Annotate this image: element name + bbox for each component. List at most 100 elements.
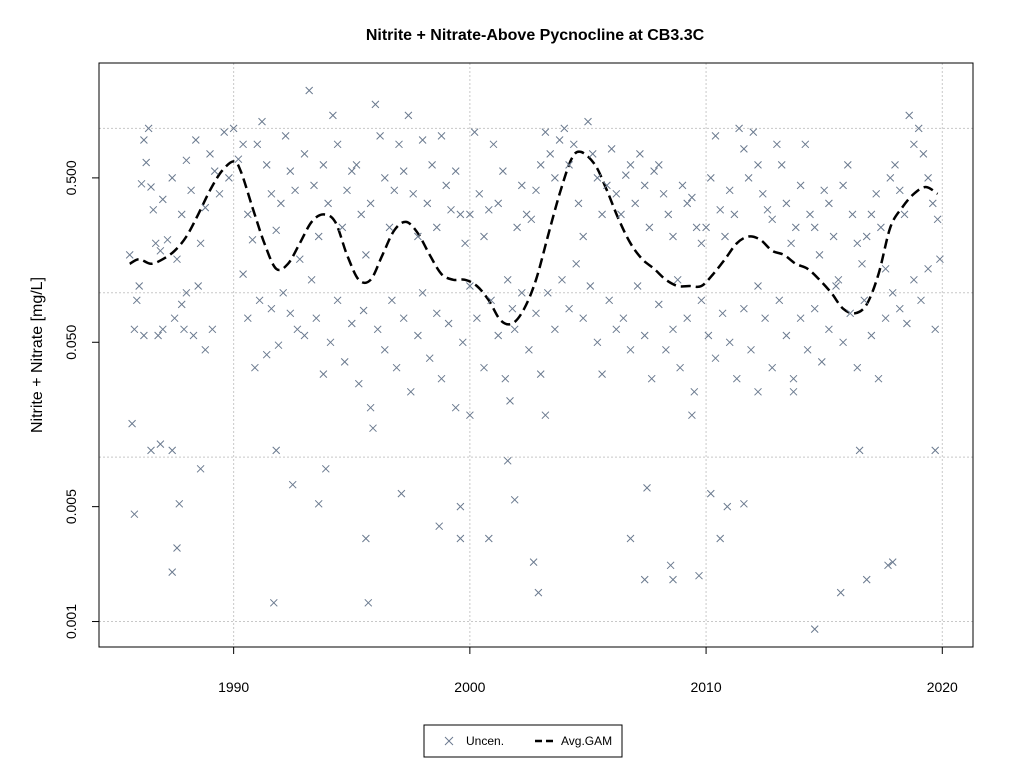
data-point bbox=[354, 379, 363, 388]
data-point bbox=[574, 199, 583, 208]
data-point bbox=[132, 296, 141, 305]
data-point bbox=[803, 345, 812, 354]
data-point bbox=[631, 199, 640, 208]
data-point bbox=[886, 174, 895, 182]
data-point bbox=[782, 199, 791, 208]
data-point bbox=[215, 189, 224, 198]
data-point bbox=[487, 296, 495, 305]
data-point bbox=[206, 150, 214, 158]
data-point bbox=[711, 132, 720, 140]
data-point bbox=[888, 558, 897, 566]
data-point bbox=[456, 210, 465, 219]
data-point bbox=[255, 296, 264, 305]
data-point bbox=[168, 446, 177, 455]
y-tick-label: 0.050 bbox=[63, 325, 79, 360]
data-point bbox=[418, 136, 427, 144]
data-point bbox=[404, 111, 413, 120]
data-point bbox=[324, 199, 332, 208]
data-point bbox=[456, 502, 465, 511]
data-point bbox=[352, 161, 361, 169]
data-point bbox=[645, 223, 654, 232]
data-point bbox=[295, 255, 304, 264]
data-point bbox=[782, 331, 791, 340]
data-point bbox=[373, 325, 382, 334]
data-point bbox=[754, 161, 762, 169]
data-point bbox=[695, 571, 703, 580]
data-point bbox=[931, 325, 940, 334]
data-point bbox=[210, 167, 219, 175]
data-point bbox=[362, 251, 370, 259]
data-point bbox=[867, 210, 876, 219]
data-point bbox=[475, 189, 484, 198]
data-point bbox=[182, 156, 191, 165]
data-point bbox=[546, 150, 555, 158]
data-point bbox=[258, 117, 266, 126]
data-point bbox=[513, 223, 521, 232]
data-point bbox=[787, 239, 795, 248]
data-point bbox=[928, 199, 937, 208]
data-point bbox=[277, 199, 285, 208]
data-point bbox=[640, 575, 649, 584]
data-point bbox=[789, 374, 798, 383]
data-point bbox=[385, 223, 394, 232]
data-point bbox=[220, 128, 229, 136]
data-point bbox=[853, 239, 862, 248]
data-point bbox=[267, 304, 276, 313]
data-point bbox=[810, 223, 819, 232]
data-point bbox=[503, 275, 512, 284]
data-point bbox=[142, 158, 151, 167]
data-point bbox=[517, 288, 526, 297]
data-point bbox=[319, 161, 328, 169]
data-point bbox=[678, 181, 687, 190]
data-point bbox=[494, 331, 503, 340]
data-point bbox=[140, 136, 148, 144]
data-point bbox=[758, 189, 767, 198]
data-point bbox=[565, 304, 573, 313]
data-point bbox=[560, 124, 569, 133]
data-point bbox=[666, 561, 675, 570]
data-point bbox=[740, 304, 748, 313]
data-point bbox=[154, 331, 162, 340]
data-point bbox=[279, 288, 288, 297]
data-point bbox=[300, 150, 309, 158]
data-point bbox=[829, 232, 838, 241]
data-point bbox=[924, 174, 932, 182]
data-point bbox=[489, 140, 498, 149]
data-point bbox=[931, 446, 940, 455]
data-point bbox=[201, 203, 210, 212]
data-point bbox=[525, 345, 533, 354]
data-point bbox=[466, 282, 474, 290]
data-point bbox=[558, 275, 566, 284]
data-point bbox=[451, 167, 460, 175]
data-point bbox=[272, 226, 281, 235]
data-point bbox=[536, 370, 545, 378]
data-point bbox=[791, 223, 800, 232]
data-point bbox=[158, 325, 167, 334]
data-point bbox=[633, 282, 642, 290]
data-point bbox=[763, 205, 772, 214]
data-point bbox=[371, 100, 380, 109]
data-point bbox=[267, 189, 276, 198]
data-point bbox=[884, 561, 892, 570]
data-point bbox=[621, 171, 630, 179]
data-point bbox=[843, 161, 852, 169]
data-point bbox=[730, 210, 739, 219]
data-point bbox=[130, 510, 139, 519]
data-point bbox=[612, 325, 621, 334]
data-point bbox=[286, 167, 295, 175]
data-point bbox=[432, 223, 441, 232]
data-point bbox=[442, 181, 451, 190]
legend-box bbox=[423, 724, 623, 758]
data-point bbox=[343, 186, 351, 195]
data-point bbox=[747, 345, 755, 354]
data-point bbox=[860, 296, 869, 305]
data-point bbox=[437, 132, 446, 140]
data-point bbox=[647, 374, 656, 383]
data-point bbox=[307, 275, 316, 284]
data-point bbox=[806, 210, 814, 219]
data-point bbox=[196, 464, 205, 473]
data-point bbox=[801, 140, 810, 149]
data-point bbox=[140, 331, 148, 340]
data-point bbox=[243, 314, 252, 323]
y-tick-label: 0.500 bbox=[63, 160, 79, 195]
